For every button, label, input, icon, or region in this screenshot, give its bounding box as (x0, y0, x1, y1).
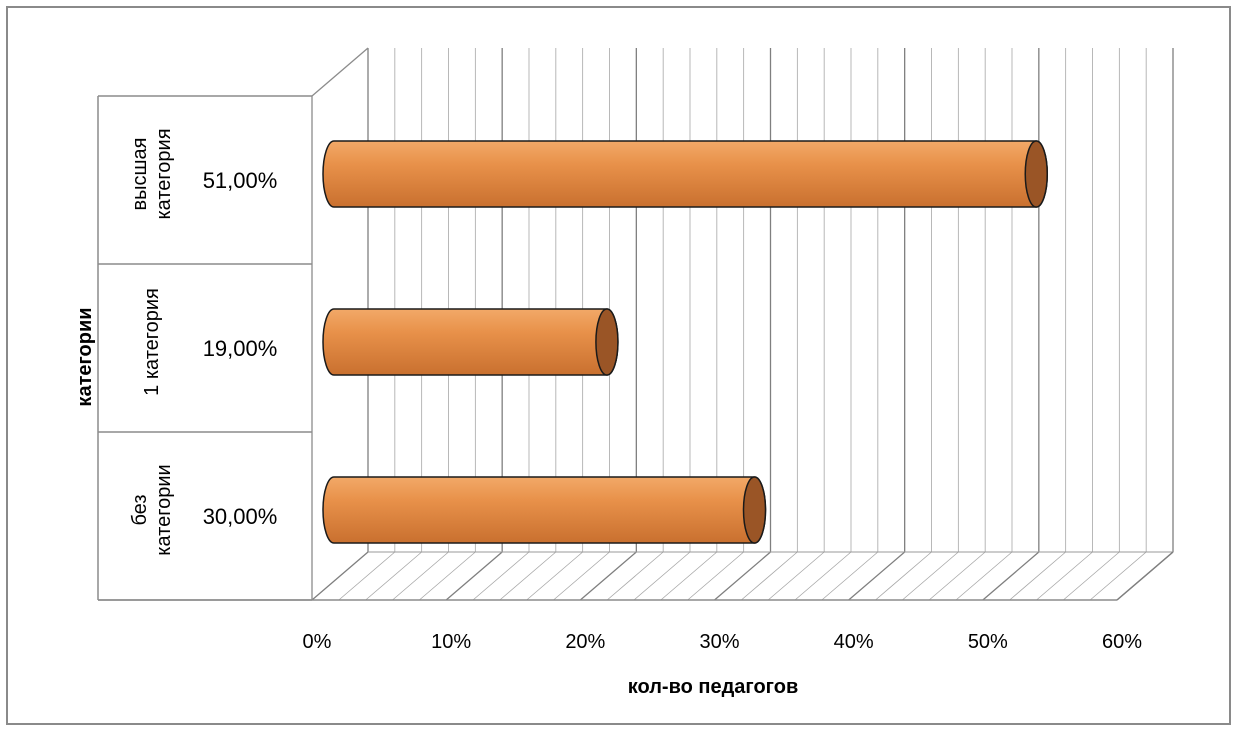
floor-gridline (956, 552, 1012, 600)
floor-gridline (1037, 552, 1093, 600)
floor-gridline (661, 552, 717, 600)
floor-gridline (634, 552, 690, 600)
category-label: 1 категория (141, 288, 163, 396)
category-label-line: категории (153, 464, 175, 555)
floor-gridline (607, 552, 663, 600)
x-axis-title: кол-во педагогов (628, 676, 799, 698)
bar-cap (1025, 141, 1047, 207)
floor-gridline (1090, 552, 1146, 600)
floor-gridline (393, 552, 449, 600)
bar (323, 309, 618, 375)
floor-gridline (768, 552, 824, 600)
category-label: высшая категория (129, 128, 175, 219)
bar-chart: 0% 10% 20% 30% 40% 50% 60%30,00%без категории19… (8, 8, 1233, 727)
floor-gridline (366, 552, 422, 600)
side-wall-top-edge (312, 48, 368, 96)
floor-gridline (876, 552, 932, 600)
x-tick-label: 50% (968, 631, 1008, 653)
bar-value-label: 19,00% (203, 336, 278, 361)
floor-right-edge (1117, 552, 1173, 600)
bar (323, 141, 1047, 207)
bar-body (323, 477, 766, 543)
bar-cap (744, 477, 766, 543)
floor-gridline (1010, 552, 1066, 600)
bars-layer (323, 141, 1047, 543)
x-tick-label: 30% (699, 631, 739, 653)
category-label-line: 1 категория (141, 288, 163, 396)
floor-gridline (795, 552, 851, 600)
bar-body (323, 309, 618, 375)
floor-gridline (849, 552, 905, 600)
bar-body (323, 141, 1047, 207)
floor-gridline (312, 552, 368, 600)
category-label-line: категория (153, 128, 175, 219)
y-axis-title: категории (74, 307, 96, 406)
floor-gridline (473, 552, 529, 600)
floor-gridline (983, 552, 1039, 600)
bar (323, 477, 766, 543)
category-label-line: высшая (129, 138, 151, 211)
floor-gridline (339, 552, 395, 600)
x-tick-label: 20% (565, 631, 605, 653)
floor-gridline (500, 552, 556, 600)
chart-frame: 0% 10% 20% 30% 40% 50% 60% 30,00% без категории 19… (6, 6, 1231, 725)
floor-gridline (688, 552, 744, 600)
floor-gridline (554, 552, 610, 600)
floor-gridline (419, 552, 475, 600)
category-label: без категории (129, 464, 175, 555)
x-tick-label: 0% (303, 631, 332, 653)
floor-gridline (741, 552, 797, 600)
floor-gridline (929, 552, 985, 600)
bar-value-label: 51,00% (203, 168, 278, 193)
floor-gridline (715, 552, 771, 600)
floor-gridline (1063, 552, 1119, 600)
category-label-line: без (129, 494, 151, 525)
floor-gridline (446, 552, 502, 600)
floor-gridline (902, 552, 958, 600)
bar-value-label: 30,00% (203, 504, 278, 529)
x-tick-label: 10% (431, 631, 471, 653)
floor-gridline (822, 552, 878, 600)
x-tick-label: 60% (1102, 631, 1142, 653)
floor-gridline (580, 552, 636, 600)
x-tick-label: 40% (834, 631, 874, 653)
bar-cap (596, 309, 618, 375)
floor-gridline (527, 552, 583, 600)
